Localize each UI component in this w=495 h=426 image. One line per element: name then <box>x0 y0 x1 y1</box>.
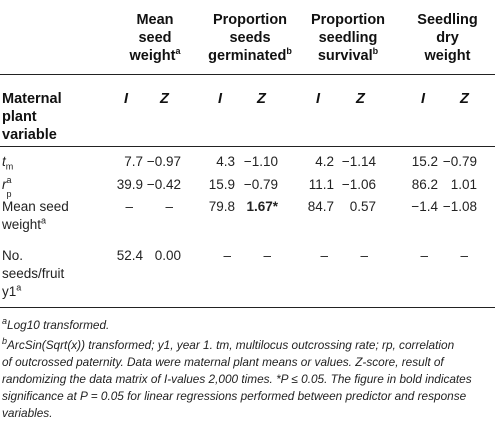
rule-bottom <box>0 307 495 308</box>
row-label-tm: tm <box>2 154 14 172</box>
table-cell: 15.2 <box>411 154 438 169</box>
table-cell: 84.7 <box>307 199 334 214</box>
table-cell: −1.06 <box>341 177 376 192</box>
col-header-seedling-dry-weight: Seedling dry weight <box>417 12 478 64</box>
table-cell: – <box>320 248 328 263</box>
table-cell: 52.4 <box>116 248 143 263</box>
table-cell: 0.00 <box>154 248 181 263</box>
table-cell: 86.2 <box>411 177 438 192</box>
subheader-z: Z <box>160 91 169 107</box>
rule-top <box>0 74 495 75</box>
table-cell: – <box>263 248 271 263</box>
table-cell: – <box>165 199 173 214</box>
table-cell: 4.2 <box>315 154 334 169</box>
table-cell: 39.9 <box>116 177 143 192</box>
table-cell: −0.42 <box>146 177 181 192</box>
table-cell: 15.9 <box>208 177 235 192</box>
row-label-mean-seed-weight: Mean seed weighta <box>2 199 69 232</box>
subheader-z: Z <box>257 91 266 107</box>
table-cell: −1.4 <box>411 199 438 214</box>
footnote-a: aLog10 transformed. <box>2 316 110 332</box>
col-header-mean-seed-weight: Mean seed weighta <box>129 12 181 64</box>
table-cell: – <box>223 248 231 263</box>
table-cell: 11.1 <box>308 177 334 192</box>
table-cell: −0.79 <box>442 154 477 169</box>
row-label-seeds-per-fruit: No. seeds/fruit y1a <box>2 248 65 299</box>
table-cell: – <box>420 248 428 263</box>
table-cell: −1.14 <box>341 154 376 169</box>
col-header-proportion-seeds-germinated: Proportion seeds germinatedb <box>208 12 292 64</box>
table-cell: 0.57 <box>349 199 376 214</box>
row-header-maternal-plant-variable: Maternal plant variable <box>2 91 62 143</box>
subheader-i: I <box>421 91 426 107</box>
subheader-i: I <box>316 91 321 107</box>
table-cell: −0.97 <box>146 154 181 169</box>
col-header-proportion-seedling-survival: Proportion seedling survivalb <box>310 12 386 64</box>
table-cell: – <box>125 199 133 214</box>
table-cell: – <box>460 248 468 263</box>
table-cell: −1.08 <box>442 199 477 214</box>
table-cell: −1.10 <box>243 154 278 169</box>
table-cell: −0.79 <box>243 177 278 192</box>
subheader-z: Z <box>460 91 469 107</box>
subheader-z: Z <box>356 91 365 107</box>
footnote-b: bArcSin(Sqrt(x)) transformed; y1, year 1… <box>2 336 472 420</box>
table-cell-significant: 1.67* <box>246 199 278 214</box>
table-cell: – <box>360 248 368 263</box>
subheader-i: I <box>218 91 223 107</box>
rule-header <box>0 146 495 147</box>
table-cell: 4.3 <box>216 154 235 169</box>
table-cell: 7.7 <box>124 154 143 169</box>
table-cell: 1.01 <box>450 177 477 192</box>
subheader-i: I <box>124 91 129 107</box>
table-cell: 79.8 <box>208 199 235 214</box>
